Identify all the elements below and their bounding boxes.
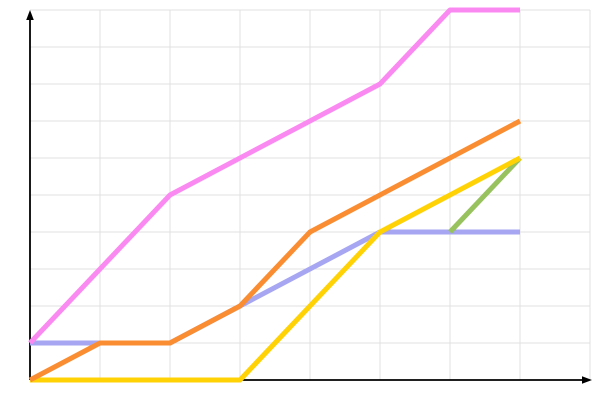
series-violet-line[interactable] xyxy=(28,7,520,345)
gridlines xyxy=(30,9,591,380)
y-axis-arrow-icon xyxy=(26,10,34,20)
x-axis-arrow-icon xyxy=(582,376,592,384)
series-gold-line[interactable] xyxy=(30,155,522,383)
series-layer xyxy=(28,7,522,383)
axes xyxy=(26,10,592,384)
series-green-line[interactable] xyxy=(448,156,522,234)
series-orange-line[interactable] xyxy=(28,118,522,383)
series-periwinkle-line[interactable] xyxy=(30,229,520,346)
